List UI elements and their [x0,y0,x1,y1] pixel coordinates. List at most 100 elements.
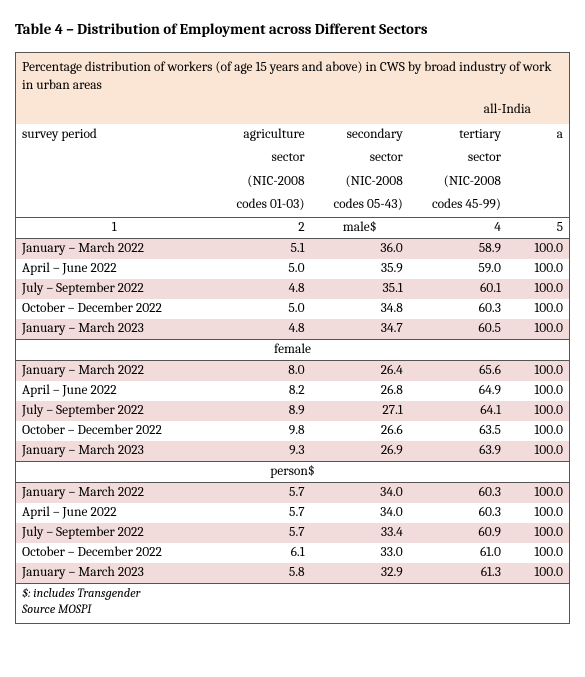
value-cell: 27.1 [311,401,409,421]
footnote-1: $: includes Transgender [16,584,569,601]
value-cell: 6.1 [212,543,310,563]
value-cell: 26.8 [311,381,409,401]
value-cell: 61.3 [409,563,507,584]
value-cell: 9.3 [212,441,310,462]
value-cell: 26.4 [311,360,409,381]
table-row: January – March 20225.734.060.3100.0 [16,482,569,503]
table-header-band: Percentage distribution of workers (of a… [16,53,569,124]
value-cell: 5.0 [212,259,310,279]
period-cell: January – March 2023 [16,563,212,584]
column-header-row-1: survey period agriculture secondary tert… [16,124,569,147]
period-cell: January – March 2022 [16,360,212,381]
colnum-1: 1 [16,217,212,238]
value-cell: 34.0 [311,503,409,523]
col-survey: survey period [16,124,212,147]
value-cell: 63.5 [409,421,507,441]
table-container: Percentage distribution of workers (of a… [15,52,570,584]
value-cell: 33.0 [311,543,409,563]
value-cell: 8.2 [212,381,310,401]
value-cell: 59.0 [409,259,507,279]
section-male-inline: male$ [311,217,409,238]
value-cell: 100.0 [507,482,569,503]
value-cell: 65.6 [409,360,507,381]
column-header-row-2: sector sector sector [16,147,569,170]
period-cell: January – March 2023 [16,441,212,462]
colnum-2: 2 [212,217,310,238]
period-cell: July – September 2022 [16,279,212,299]
value-cell: 100.0 [507,441,569,462]
value-cell: 8.9 [212,401,310,421]
value-cell: 35.1 [311,279,409,299]
section-person: person$ [16,461,569,482]
col-all: a [507,124,569,147]
value-cell: 100.0 [507,360,569,381]
period-cell: October – December 2022 [16,299,212,319]
value-cell: 5.7 [212,503,310,523]
value-cell: 64.9 [409,381,507,401]
value-cell: 36.0 [311,238,409,259]
value-cell: 100.0 [507,279,569,299]
value-cell: 60.1 [409,279,507,299]
value-cell: 100.0 [507,401,569,421]
table-row: October – December 20225.034.860.3100.0 [16,299,569,319]
value-cell: 5.7 [212,482,310,503]
col-agri: agriculture [212,124,310,147]
footnotes: $: includes Transgender Source MOSPI [15,584,570,624]
period-cell: July – September 2022 [16,523,212,543]
value-cell: 8.0 [212,360,310,381]
value-cell: 34.0 [311,482,409,503]
col-sec-2: sector [311,147,409,170]
period-cell: January – March 2022 [16,482,212,503]
all-india-label: all-India [22,95,563,119]
table-row: April – June 20225.035.959.0100.0 [16,259,569,279]
value-cell: 5.1 [212,238,310,259]
value-cell: 100.0 [507,543,569,563]
col-agri-2: sector [212,147,310,170]
section-female: female [16,339,569,360]
value-cell: 60.3 [409,482,507,503]
table-row: January – March 20225.136.058.9100.0 [16,238,569,259]
value-cell: 35.9 [311,259,409,279]
col-sec-3: (NIC-2008 [311,170,409,193]
value-cell: 61.0 [409,543,507,563]
value-cell: 60.5 [409,319,507,340]
value-cell: 26.9 [311,441,409,462]
period-cell: April – June 2022 [16,381,212,401]
value-cell: 60.3 [409,503,507,523]
period-cell: October – December 2022 [16,421,212,441]
section-female-label: female [16,339,569,360]
value-cell: 100.0 [507,319,569,340]
value-cell: 32.9 [311,563,409,584]
column-header-row-3: (NIC-2008 (NIC-2008 (NIC-2008 [16,170,569,193]
value-cell: 100.0 [507,421,569,441]
period-cell: April – June 2022 [16,259,212,279]
col-agri-3: (NIC-2008 [212,170,310,193]
value-cell: 100.0 [507,299,569,319]
colnum-4: 4 [409,217,507,238]
col-ter-3: (NIC-2008 [409,170,507,193]
data-table: survey period agriculture secondary tert… [16,124,569,584]
value-cell: 100.0 [507,523,569,543]
table-row: January – March 20234.834.760.5100.0 [16,319,569,340]
period-cell: July – September 2022 [16,401,212,421]
col-ter: tertiary [409,124,507,147]
value-cell: 5.7 [212,523,310,543]
value-cell: 33.4 [311,523,409,543]
header-text: Percentage distribution of workers (of a… [22,59,563,95]
table-row: October – December 20226.133.061.0100.0 [16,543,569,563]
table-row: July – September 20224.835.160.1100.0 [16,279,569,299]
value-cell: 100.0 [507,503,569,523]
value-cell: 60.3 [409,299,507,319]
table-row: January – March 20235.832.961.3100.0 [16,563,569,584]
table-row: April – June 20228.226.864.9100.0 [16,381,569,401]
col-sec: secondary [311,124,409,147]
table-row: April – June 20225.734.060.3100.0 [16,503,569,523]
value-cell: 34.8 [311,299,409,319]
col-ter-2: sector [409,147,507,170]
value-cell: 100.0 [507,238,569,259]
col-sec-4: codes 05-43) [311,193,409,217]
table-row: July – September 20228.927.164.1100.0 [16,401,569,421]
table-row: January – March 20228.026.465.6100.0 [16,360,569,381]
column-header-row-4: codes 01-03) codes 05-43) codes 45-99) [16,193,569,217]
table-title: Table 4 – Distribution of Employment acr… [15,20,570,38]
